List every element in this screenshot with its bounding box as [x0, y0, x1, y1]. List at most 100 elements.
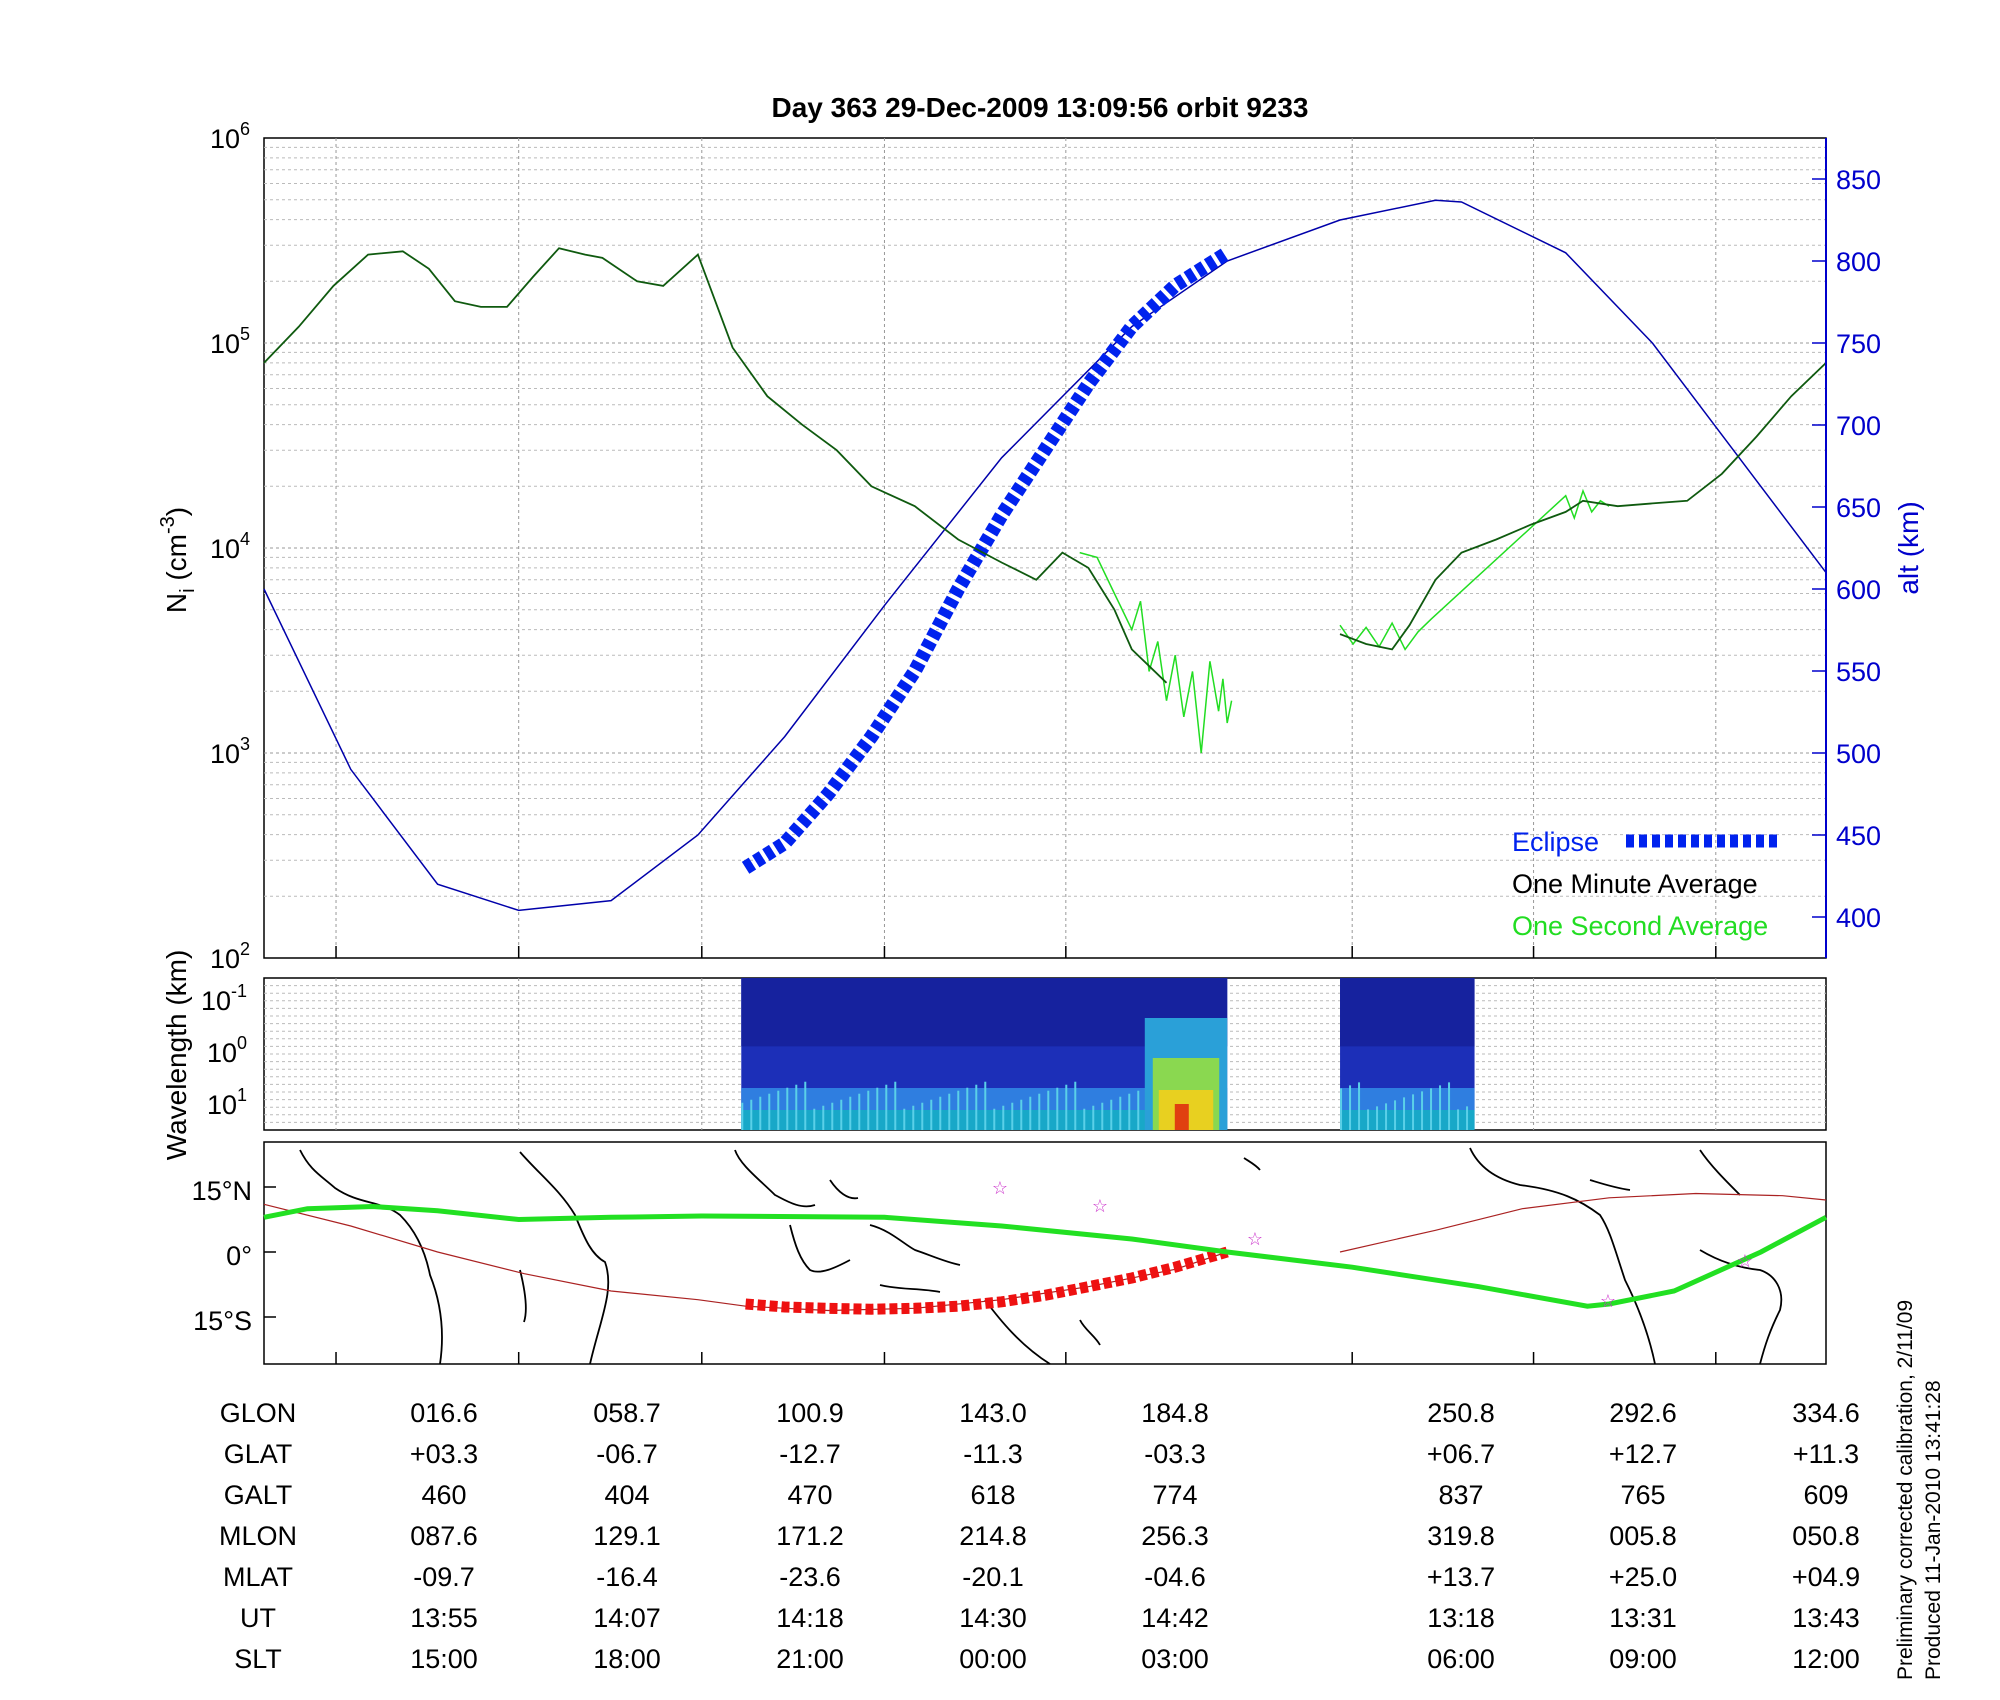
spectrogram-streak: [1349, 1085, 1352, 1130]
map-star: ☆: [1737, 1251, 1753, 1271]
table-cell: 143.0: [959, 1398, 1027, 1428]
spectrogram-hot-core: [1174, 1104, 1189, 1130]
spectrogram-streak: [1448, 1082, 1451, 1130]
spectrogram-streak: [1002, 1105, 1005, 1130]
density-tick-label: 102: [210, 939, 250, 974]
spectrogram-streak: [912, 1105, 915, 1130]
map-stars: ☆ ☆ ☆ ☆ ☆: [992, 1178, 1753, 1311]
table-cell: 100.9: [776, 1398, 844, 1428]
spectrogram-band-top: [1340, 978, 1475, 1047]
spectrogram-streak: [822, 1105, 825, 1130]
map-star: ☆: [1247, 1229, 1263, 1249]
spectrogram-streak: [930, 1099, 933, 1130]
altitude-tick-label: 450: [1836, 821, 1881, 851]
altitude-axis-label: alt (km): [1893, 501, 1924, 594]
density-tick-label: 106: [210, 119, 250, 154]
table-cell: 129.1: [593, 1521, 661, 1551]
spectrogram-streak: [1394, 1100, 1397, 1130]
table-cell: +13.7: [1427, 1562, 1495, 1592]
table-cell: +06.7: [1427, 1439, 1495, 1469]
spectrogram-streak: [1011, 1102, 1014, 1130]
table-cell: +12.7: [1609, 1439, 1677, 1469]
density-series: [263, 199, 1827, 912]
spectrogram-streak: [876, 1087, 879, 1130]
table-cell: +25.0: [1609, 1562, 1677, 1592]
table-cell: 774: [1152, 1480, 1197, 1510]
altitude-tick-label: 650: [1836, 493, 1881, 523]
altitude-tick-label: 500: [1836, 739, 1881, 769]
spectrogram-streak: [1056, 1087, 1059, 1130]
map-star: ☆: [992, 1178, 1008, 1198]
table-cell: 618: [970, 1480, 1015, 1510]
chart-title: Day 363 29-Dec-2009 13:09:56 orbit 9233: [771, 92, 1308, 123]
spectrogram-streak: [1092, 1105, 1095, 1130]
table-row-label: MLON: [219, 1521, 297, 1551]
table-cell: -23.6: [779, 1562, 841, 1592]
density-vertical-grid: [335, 138, 1717, 958]
spectrogram-streak: [1403, 1097, 1406, 1130]
table-cell: -09.7: [413, 1562, 475, 1592]
table-cell: 050.8: [1792, 1521, 1860, 1551]
table-cell: -04.6: [1144, 1562, 1206, 1592]
eclipse-line: [741, 246, 1231, 874]
density-y-ticks: 102 103 104 105 106: [210, 119, 250, 974]
spectrogram-tick-1: 100: [207, 1033, 247, 1068]
one-second-line: [1079, 551, 1233, 754]
spectrogram-streak: [849, 1096, 852, 1130]
spectrogram-streak: [795, 1084, 798, 1130]
table-cell: 12:00: [1792, 1644, 1860, 1674]
spectrogram-streak: [993, 1108, 996, 1130]
table-cell: 13:43: [1792, 1603, 1860, 1633]
table-cell: 06:00: [1427, 1644, 1495, 1674]
spectrogram-streak: [858, 1093, 861, 1130]
density-tick-label: 105: [210, 324, 250, 359]
spectrogram-streak: [1457, 1109, 1460, 1130]
map-plot-area: [263, 1141, 1827, 1365]
spectrogram-streak: [804, 1081, 807, 1130]
table-cell: +04.9: [1792, 1562, 1860, 1592]
altitude-tick-label: 700: [1836, 411, 1881, 441]
satellite-track: [263, 1203, 1828, 1309]
altitude-tick-label: 400: [1836, 903, 1881, 933]
spectrogram-streak: [741, 1102, 744, 1130]
table-row-label: GLON: [220, 1398, 297, 1428]
spectrogram-streak: [1430, 1088, 1433, 1130]
spectrogram-streak: [813, 1108, 816, 1130]
table-cell: 00:00: [959, 1644, 1027, 1674]
spectrogram-band-low: [741, 1110, 1228, 1130]
density-y-axis-label: Ni (cm-3): [157, 507, 199, 613]
map-panel: ☆ ☆ ☆ ☆ ☆ 15°N 0° 15°S: [192, 1141, 1828, 1365]
altitude-tick-label: 550: [1836, 657, 1881, 687]
spectrogram-band-mid: [1340, 1088, 1475, 1110]
spectrogram-streak: [1074, 1081, 1077, 1130]
spectrogram-y-axis-label: Wavelength (km): [161, 950, 192, 1161]
table-cell: -03.3: [1144, 1439, 1206, 1469]
spectrogram-streak: [1083, 1108, 1086, 1130]
table-row-label: SLT: [234, 1644, 282, 1674]
table-cell: -11.3: [963, 1439, 1023, 1469]
table-cell: -16.4: [596, 1562, 658, 1592]
table-cell: 609: [1803, 1480, 1848, 1510]
spectrogram-image: [741, 978, 1475, 1130]
table-cell: 13:55: [410, 1603, 478, 1633]
spectrogram-streak: [1137, 1090, 1140, 1130]
altitude-y-ticks: 400 450 500 550 600 650 700 750 800 850: [1812, 165, 1881, 933]
table-cell: 184.8: [1141, 1398, 1209, 1428]
altitude-tick-label: 850: [1836, 165, 1881, 195]
spectrogram-streak: [1065, 1084, 1068, 1130]
table-row-label: GALT: [224, 1480, 293, 1510]
spectrogram-streak: [885, 1084, 888, 1130]
spectrogram-streak: [894, 1081, 897, 1130]
spectrogram-streak: [939, 1096, 942, 1130]
one-minute-line: [263, 247, 1168, 684]
table-cell: 404: [604, 1480, 649, 1510]
density-panel: 102 103 104 105 106 400 450 500 550 600 650 700 750…: [157, 119, 1924, 974]
spectrogram-streak: [957, 1090, 960, 1130]
one-minute-line-2: [1339, 362, 1827, 651]
spectrogram-streak: [984, 1081, 987, 1130]
spectrogram-streak: [867, 1090, 870, 1130]
spectrogram-streak: [786, 1087, 789, 1130]
table-cell: 058.7: [593, 1398, 661, 1428]
table-cell: 14:07: [593, 1603, 661, 1633]
lat-tick-0: 0°: [226, 1241, 252, 1271]
